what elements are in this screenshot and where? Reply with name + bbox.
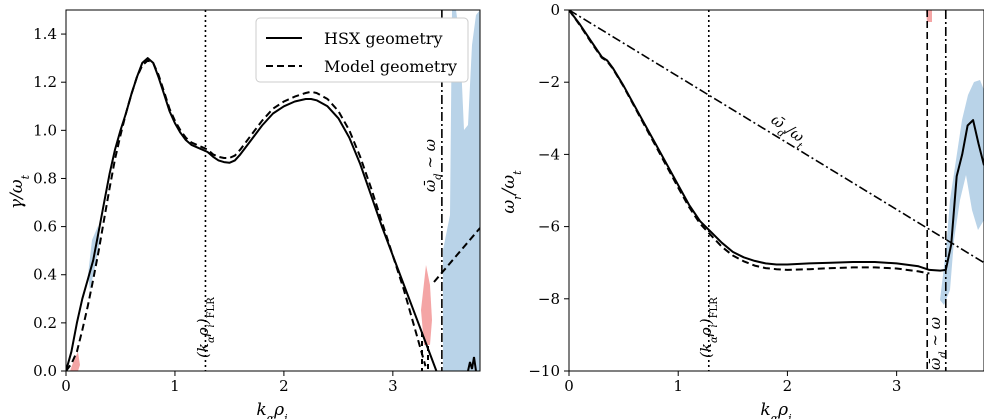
growth-rate-panel: 0 1 2 3 0.0 0.2 0.4 0.6 0.8 1.0 1.2 1.4 (kαρi)FLR ω… [7, 9, 481, 419]
y-tick-label: −4 [538, 145, 560, 163]
post-transition-solid-trace [467, 356, 477, 371]
y-tick-label: 1.2 [33, 73, 57, 91]
flr-annotation: (kαρi)FLR [697, 297, 720, 358]
y-tick-label: −8 [538, 290, 560, 308]
y-tick-label: 0 [550, 1, 560, 19]
x-tick-label: 3 [388, 377, 398, 395]
plot-frame [568, 9, 984, 372]
x-tick-label: 2 [279, 377, 289, 395]
legend-label-model: Model geometry [324, 57, 457, 76]
x-tick-label: 3 [892, 377, 902, 395]
resonance-annotation: ω̄d ∼ ω [421, 139, 444, 192]
flr-annotation: (kαρi)FLR [194, 297, 217, 358]
x-tick-label: 1 [170, 377, 180, 395]
uncertainty-band-blue [940, 80, 984, 305]
x-tick-label: 1 [673, 377, 683, 395]
y-tick-label: −2 [538, 73, 560, 91]
y-tick-label: 1.4 [33, 25, 57, 43]
series-line-dashed [66, 59, 427, 371]
series-line-dashdot [569, 10, 984, 264]
y-tick-label: 0.8 [33, 169, 57, 187]
x-axis-label: kαρi [760, 400, 791, 419]
x-axis-label: kαρi [256, 400, 287, 419]
y-tick-label: 1.0 [33, 121, 57, 139]
plot-frame [65, 9, 481, 372]
y-tick-label: 0.4 [33, 266, 57, 284]
x-tick-label: 2 [783, 377, 793, 395]
y-tick-label: 0.2 [33, 314, 57, 332]
uncertainty-band-red [421, 265, 432, 345]
y-tick-label: −10 [528, 362, 560, 380]
uncertainty-band-blue [443, 10, 480, 371]
post-transition-dashed-trace [433, 227, 480, 283]
legend: HSX geometry Model geometry [255, 17, 469, 83]
drift-line-annotation: ω̄d/ωt [765, 111, 811, 153]
series-line-solid [569, 10, 984, 272]
x-tick-label: 0 [61, 377, 71, 395]
frequency-panel: 0 1 2 3−10−8−6−4−20 (kαρi)FLR ω̄d ∼ ω ω̄d/ω… [499, 1, 984, 419]
y-axis-label: γ/ωt [7, 174, 32, 209]
uncertainty-band-red [70, 352, 80, 371]
y-axis-label: ωr/ωt [499, 170, 524, 214]
legend-label-hsx: HSX geometry [324, 29, 443, 48]
x-tick-label: 0 [564, 377, 574, 395]
y-tick-label: −6 [538, 218, 560, 236]
y-tick-label: 0.0 [33, 362, 57, 380]
series-line-solid [66, 57, 438, 371]
y-tick-label: 0.6 [33, 218, 57, 236]
series-line-dashed [569, 10, 930, 275]
